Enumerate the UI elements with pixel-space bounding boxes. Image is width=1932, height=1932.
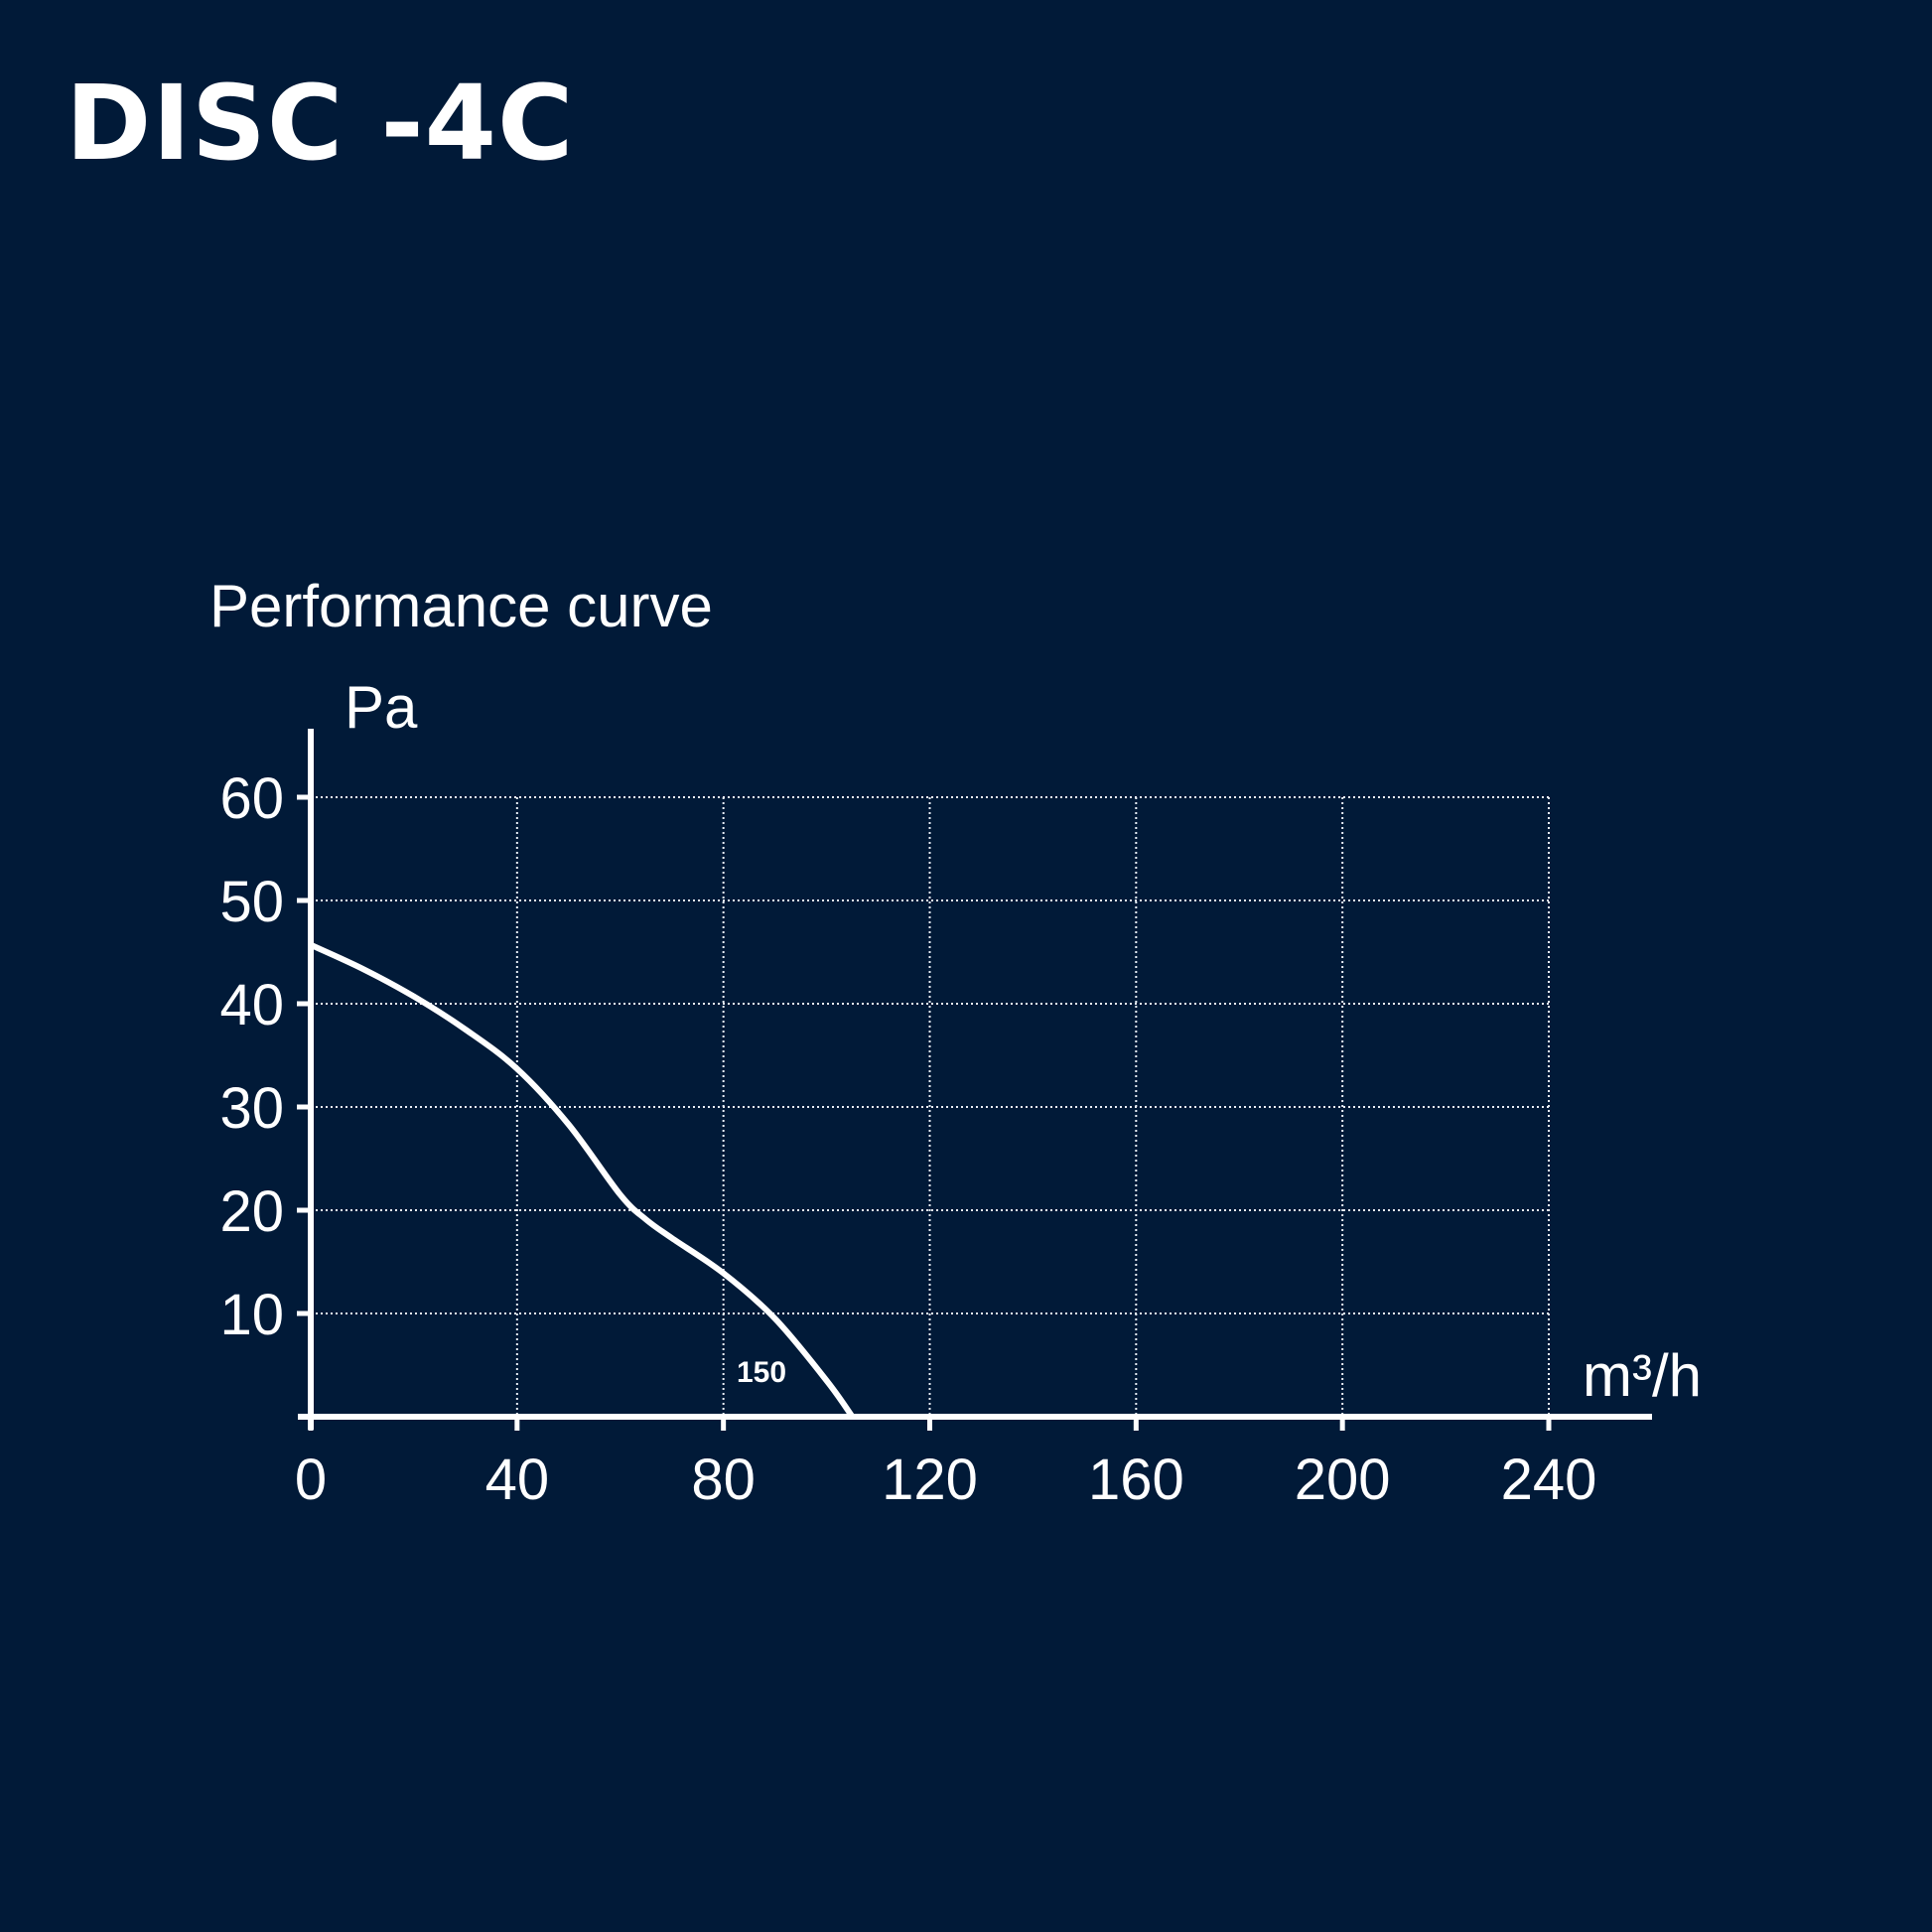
y-tick-label: 30	[219, 1076, 284, 1141]
x-tick-label: 240	[1501, 1448, 1597, 1512]
y-tick-label: 10	[219, 1283, 284, 1347]
y-tick-label: 20	[219, 1179, 284, 1244]
chart-grid	[311, 796, 1550, 1417]
x-tick-label: 0	[295, 1448, 327, 1512]
y-tick-label: 50	[219, 870, 284, 934]
y-tick-label: 40	[219, 973, 284, 1037]
chart-title: Performance curve	[209, 573, 713, 639]
y-axis-label: Pa	[345, 674, 418, 741]
y-tick-label: 60	[219, 766, 284, 831]
x-axis-label: m³/h	[1583, 1342, 1702, 1409]
chart-ticks: 0 40 80 120 160 200 240 10 20 30 40 50 60	[219, 766, 1596, 1512]
x-tick-label: 200	[1295, 1448, 1391, 1512]
x-tick-label: 80	[691, 1448, 756, 1512]
series-line-150	[308, 941, 856, 1420]
x-tick-label: 40	[485, 1448, 550, 1512]
chart-series: 150	[308, 941, 856, 1420]
x-tick-label: 120	[882, 1448, 978, 1512]
product-title: DISC -4C	[66, 63, 575, 184]
x-tick-label: 160	[1088, 1448, 1184, 1512]
series-label: 150	[737, 1356, 786, 1389]
chart-axes	[298, 729, 1652, 1430]
